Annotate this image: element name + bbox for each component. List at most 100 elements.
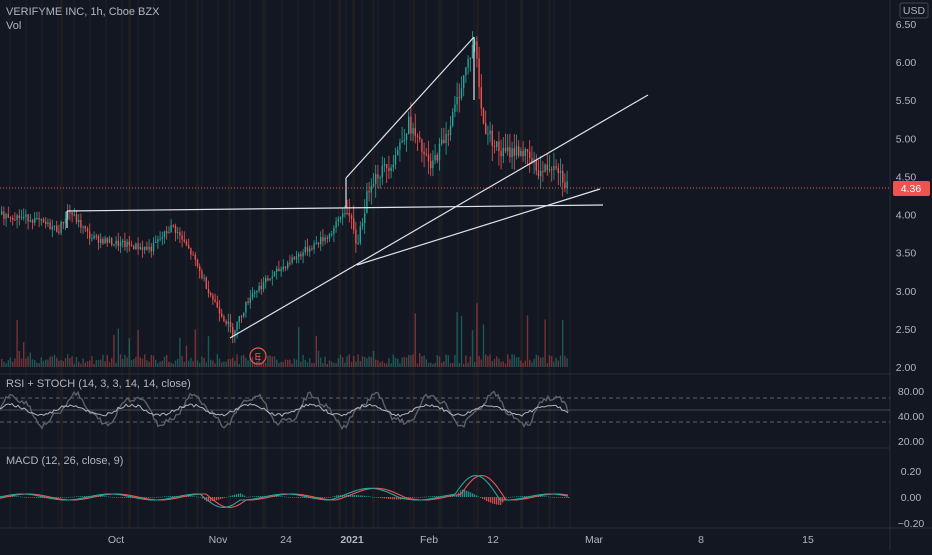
volume-bar <box>20 358 23 367</box>
candle-body <box>89 231 91 239</box>
volume-bar <box>179 337 181 367</box>
volume-bar <box>38 363 40 367</box>
candle-body <box>315 242 317 244</box>
symbol-title: VERIFYME INC, 1h, Cboe BZX <box>6 6 160 18</box>
candle-body <box>399 142 401 150</box>
macd-hist-bar <box>36 497 38 498</box>
macd-hist-bar <box>128 497 130 498</box>
candle-body <box>392 164 394 168</box>
session-band <box>352 0 355 528</box>
candle-body <box>31 220 34 223</box>
volume-bar <box>29 352 31 367</box>
volume-bar <box>306 362 309 367</box>
volume-bar <box>513 354 515 367</box>
macd-hist-bar <box>496 497 498 505</box>
volume-bar <box>564 355 566 367</box>
candle-body <box>12 217 14 220</box>
macd-hist-bar <box>238 493 240 497</box>
candle-body <box>344 213 346 215</box>
candle-body <box>293 257 295 260</box>
volume-bar <box>168 361 170 367</box>
macd-hist-bar <box>86 495 88 497</box>
candle-body <box>126 241 128 247</box>
macd-hist-bar <box>564 497 566 498</box>
candle-body <box>339 217 342 219</box>
macd-hist-bar <box>144 497 146 498</box>
price-axis[interactable]: USD <box>899 2 929 19</box>
macd-hist-bar <box>62 497 64 498</box>
trendlines <box>66 36 649 339</box>
volume-bar <box>144 354 146 367</box>
volume-bar <box>185 345 188 367</box>
candle-body <box>491 130 493 146</box>
horizontal-resistance-line[interactable] <box>66 204 604 212</box>
candle-body <box>144 246 146 250</box>
session-band <box>548 0 551 528</box>
time-tick-label: 2021 <box>340 534 364 546</box>
channel-upper-line[interactable] <box>345 36 475 179</box>
candle-body <box>199 266 201 271</box>
volume-bar <box>390 363 392 367</box>
candle-body <box>496 141 498 147</box>
macd-hist-bar <box>462 489 464 497</box>
candle-body <box>260 285 262 290</box>
macd-hist-bar <box>262 495 264 497</box>
macd-hist-bar <box>378 497 380 498</box>
volume-bar <box>126 357 128 367</box>
candle-body <box>157 239 159 242</box>
macd-hist-bar <box>566 497 568 498</box>
volume-bar <box>181 356 183 367</box>
volume-bar <box>502 361 504 367</box>
price-tick-label: 2.50 <box>896 324 917 336</box>
macd-hist-bar <box>18 496 20 498</box>
macd-hist-bar <box>110 496 112 498</box>
candle-body <box>507 147 509 152</box>
candle-body <box>86 228 89 232</box>
volume-bar <box>397 358 399 367</box>
volume-bar <box>449 363 452 367</box>
candle-body <box>509 147 511 158</box>
volume-bar <box>328 360 331 367</box>
candle-body <box>454 104 456 113</box>
candle-body <box>251 293 254 298</box>
candle-body <box>287 262 289 269</box>
earnings-marker[interactable]: E <box>249 347 267 365</box>
macd-hist-bar <box>196 496 198 498</box>
session-band <box>520 0 523 528</box>
volume-bar <box>97 359 100 367</box>
time-axis[interactable]: Oct Nov 24 2021 Feb 12 Mar 8 15 <box>108 534 814 546</box>
macd-hist-bar <box>476 495 478 497</box>
wedge-support-line[interactable] <box>229 94 649 339</box>
volume-bar <box>551 356 553 367</box>
candle-body <box>359 226 361 243</box>
macd-hist-bar <box>488 497 490 502</box>
candle-body <box>20 216 23 218</box>
wedge-lower-line[interactable] <box>356 188 601 266</box>
volume-bar <box>529 359 531 367</box>
candle-body <box>207 288 210 294</box>
candle-body <box>146 246 148 250</box>
volume-bar <box>471 330 474 367</box>
candle-body <box>529 151 531 158</box>
volume-bar <box>300 361 302 367</box>
rsi-tick-label: 80.00 <box>898 386 924 398</box>
volume-bar <box>546 363 548 367</box>
candle-body <box>183 239 185 242</box>
volume-bar <box>124 354 126 367</box>
volume-bar <box>93 364 95 367</box>
macd-hist-bar <box>344 494 346 497</box>
macd-hist-bar <box>74 496 76 498</box>
volume-bar <box>80 363 82 367</box>
price-tick-label: 3.00 <box>896 286 917 298</box>
volume-bar <box>469 356 471 367</box>
macd-hist-bar <box>338 495 340 497</box>
macd-hist-bar <box>436 496 438 497</box>
candle-body <box>524 149 526 156</box>
macd-hist-bar <box>372 496 374 498</box>
volume-bar <box>282 362 284 367</box>
volume-bar <box>207 336 210 367</box>
macd-hist-bar <box>112 496 114 498</box>
volume-bar <box>137 329 139 367</box>
volume-bar <box>64 358 67 367</box>
